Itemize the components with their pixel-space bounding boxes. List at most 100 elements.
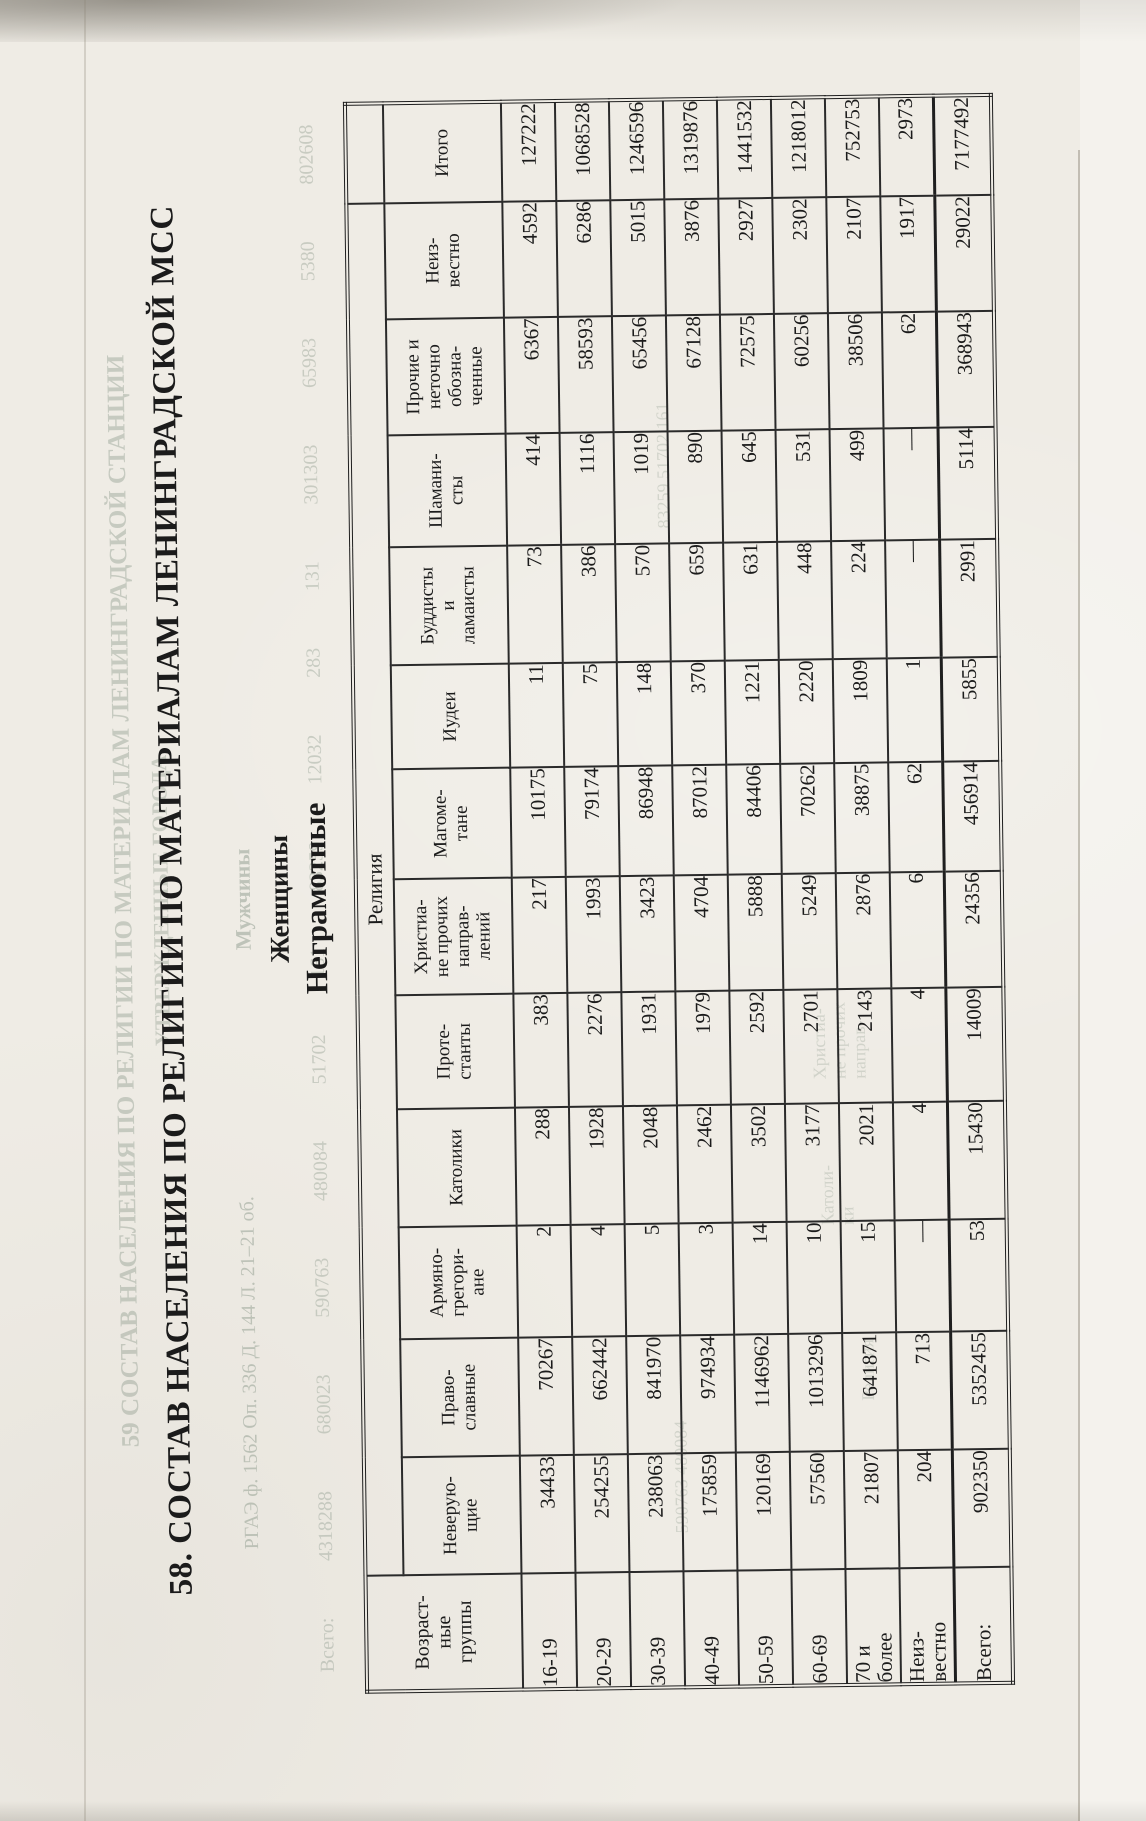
data-cell: 2: [516, 1224, 573, 1338]
row-total-cell: 127222: [500, 100, 557, 202]
scan-edge-bottom: [0, 1801, 1146, 1821]
column-header: Неверую- щие: [401, 1455, 522, 1576]
data-cell: 1979: [675, 990, 731, 1106]
corner-header-age-groups: Возраст- ные группы: [365, 1573, 524, 1692]
data-cell: 86948: [618, 765, 674, 877]
data-cell: 3: [678, 1222, 735, 1336]
row-total-cell: 752753: [824, 96, 881, 198]
data-cell: 974934: [680, 1334, 736, 1454]
row-label-cell: 70 и более: [845, 1568, 902, 1686]
data-cell: 902350: [951, 1448, 1012, 1568]
data-cell: 53: [948, 1218, 1009, 1332]
data-cell: 2701: [783, 989, 839, 1104]
data-cell: 2220: [778, 659, 835, 764]
data-cell: 2991: [939, 538, 999, 658]
data-cell: 570: [615, 543, 671, 663]
data-cell: 368943: [935, 310, 996, 428]
row-label-cell: 16-19: [521, 1572, 578, 1690]
row-total-cell: 1319876: [662, 98, 719, 200]
column-header: Иудеи: [390, 663, 511, 770]
data-cell: 62: [888, 761, 944, 873]
data-cell: 370: [670, 660, 727, 766]
column-header: Неиз- вестно: [384, 201, 504, 320]
data-cell: 5015: [610, 199, 666, 317]
data-cell: 15: [840, 1220, 897, 1334]
data-cell: 1146962: [734, 1333, 790, 1453]
header-row-columns: Неверую- щие Право- славные Армяно- грегор…: [382, 101, 523, 1692]
row-total-cell: 1246596: [608, 99, 665, 201]
data-cell: 38506: [827, 312, 884, 430]
data-cell: 75: [562, 662, 619, 767]
column-header: Проте- станты: [395, 993, 515, 1110]
data-cell: 65456: [611, 315, 668, 433]
data-cell: 24356: [943, 870, 1004, 988]
data-cell: 120169: [735, 1451, 792, 1571]
data-cell: 6: [889, 871, 946, 989]
data-cell: 456914: [942, 760, 1002, 872]
data-cell: 70267: [518, 1336, 574, 1456]
data-cell: 1809: [832, 658, 889, 764]
data-cell: 204: [897, 1449, 954, 1569]
column-header: Католики: [396, 1107, 517, 1228]
data-cell: 659: [669, 542, 725, 662]
data-cell: 1931: [621, 991, 677, 1107]
data-cell: 2302: [772, 197, 828, 314]
column-header: Право- славные: [400, 1337, 520, 1458]
data-cell: 254255: [573, 1454, 630, 1573]
data-cell: 148: [616, 661, 673, 767]
row-label-cell: 40-49: [683, 1570, 740, 1688]
row-total-cell: 1441532: [716, 97, 773, 199]
data-cell: 29022: [934, 194, 994, 312]
data-cell: 3502: [730, 1103, 787, 1223]
data-cell: 70262: [780, 763, 836, 874]
data-cell: —: [894, 1219, 951, 1333]
page-edge-strip: [1080, 0, 1146, 1821]
data-cell: 383: [513, 992, 569, 1108]
data-cell: 2143: [837, 988, 893, 1104]
data-cell: 5888: [727, 873, 784, 991]
data-cell: —: [883, 427, 940, 541]
data-cell: —: [885, 539, 941, 659]
data-cell: 21807: [843, 1450, 900, 1570]
row-total-cell: 1068528: [554, 100, 611, 201]
row-label-cell: 20-29: [575, 1572, 632, 1689]
data-cell: 15430: [946, 1100, 1007, 1220]
data-cell: 5352455: [950, 1330, 1010, 1450]
data-cell: 6286: [556, 200, 612, 317]
data-cell: 3177: [784, 1103, 841, 1222]
row-total-cell: 1218012: [770, 97, 827, 198]
data-cell: 5114: [937, 426, 998, 540]
data-cell: 1019: [613, 431, 670, 545]
data-cell: 386: [561, 544, 617, 663]
data-cell: 890: [667, 430, 724, 544]
data-cell: 11: [508, 662, 565, 768]
data-cell: 84406: [726, 763, 782, 875]
data-cell: 224: [831, 540, 887, 660]
rotated-sheet: 59 СОСТАВ НАСЕЛЕНИЯ ПО РЕЛИГИИ ПО МАТЕРИ…: [97, 89, 1019, 1701]
data-cell: 4: [892, 1101, 949, 1221]
data-cell: 60256: [773, 313, 830, 430]
data-cell: 645: [721, 429, 778, 543]
data-cell: 414: [505, 432, 562, 546]
data-cell: 67128: [665, 314, 722, 432]
data-cell: 1116: [559, 432, 616, 545]
data-cell: 2276: [567, 992, 623, 1107]
data-cell: 4592: [502, 200, 558, 318]
scan-edge-top: [0, 0, 1146, 42]
data-cell: 499: [829, 428, 886, 542]
column-header: Шамани- сты: [387, 433, 508, 548]
data-cell: 1: [886, 657, 943, 763]
data-cell: 73: [507, 544, 563, 664]
column-header-total: Итого: [382, 101, 503, 204]
column-header: Магоме- тане: [392, 767, 512, 880]
data-cell: 6367: [503, 316, 560, 434]
data-cell: 2927: [718, 197, 774, 315]
data-cell: 3423: [619, 875, 676, 993]
data-cell: 3876: [664, 198, 720, 316]
page-edge-line: [1078, 150, 1080, 1821]
data-cell: 1221: [724, 659, 781, 765]
data-cell: 641871: [842, 1332, 898, 1452]
data-cell: 87012: [672, 764, 728, 876]
data-cell: 57560: [789, 1451, 846, 1570]
